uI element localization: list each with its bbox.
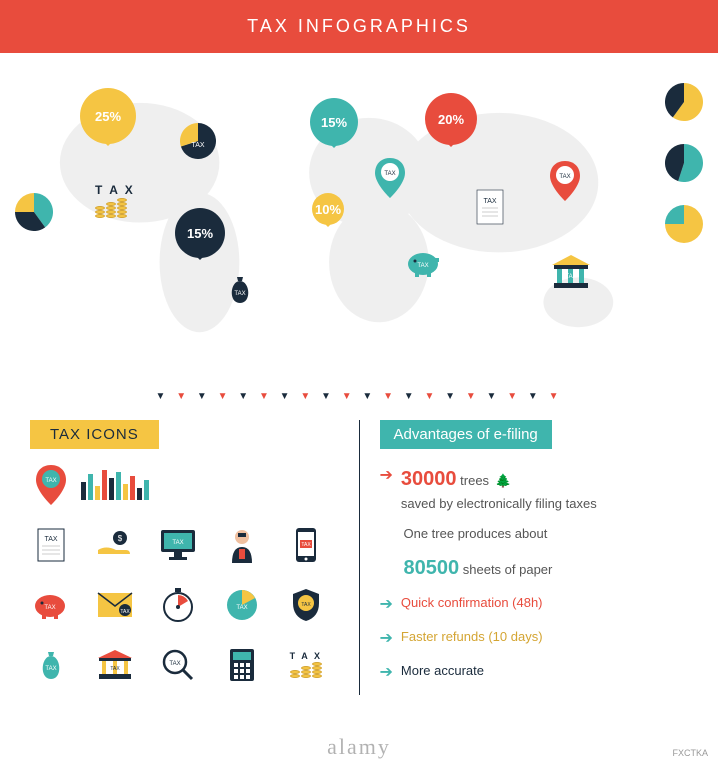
efiling-item: ➔ More accurate [380,661,689,685]
hand-coin-icon: $ [94,524,136,566]
bank-icon: TAX [94,644,136,686]
svg-text:TAX: TAX [236,605,247,611]
percent-pin: 10% [312,193,362,243]
svg-text:TAX: TAX [301,542,311,548]
svg-text:TAX: TAX [44,605,55,611]
percent-pin: 25% [80,88,130,138]
svg-text:TAX: TAX [565,274,576,280]
empty [157,464,199,506]
side-pies-right [665,83,703,248]
stat-number: 80500 [404,557,460,579]
bar-chart-icon [94,464,136,506]
world-map-section: 25% 15% 20% 15% 10% TAX TAX TAX T A X TAX TAX TAX TA… [20,63,698,383]
bag-icon: TAX [30,644,72,686]
envelope-icon: TAX [94,584,136,626]
percent-pin: 15% [310,98,360,148]
efiling-item: ➔ Quick confirmation (48h) [380,593,689,617]
svg-text:TAX: TAX [483,198,496,205]
watermark: alamy [327,734,391,760]
phone-tax-icon: TAX [285,524,327,566]
doc-tax-icon: TAX [30,524,72,566]
pie-badge-icon: TAX [221,584,263,626]
arrow-icon: ➔ [380,661,393,685]
mini-pie-icon [665,205,703,248]
mini-pie-icon [665,144,703,187]
document-icon: TAX [475,188,505,231]
stat-number: 30000 [401,468,457,490]
svg-text:TAX: TAX [170,661,181,667]
percent-pin: 15% [175,208,225,258]
stopwatch-icon [157,584,199,626]
percent-pin: 20% [425,93,475,143]
stat-sub: saved by electronically filing taxes [401,494,597,514]
watermark-code: FXCTKA [672,748,708,758]
money-bag-icon: TAX [225,273,255,312]
efiling-panel: Advantages of e-filing ➔ 30000 trees 🌲 save… [380,420,689,695]
tax-coins-icon: T A X [95,183,135,218]
svg-text:TAX: TAX [417,263,428,269]
svg-text:TAX: TAX [173,540,184,546]
svg-text:TAX: TAX [45,666,56,672]
svg-text:TAX: TAX [234,291,245,297]
empty [285,464,327,506]
pin-red-icon: TAX [30,464,72,506]
piggy-icon: TAX [30,584,72,626]
shield-icon: TAX [285,584,327,626]
tax-icons-panel: TAX ICONS TAXTAX$TAXTAXTAXTAXTAXTAXTAXTA… [30,420,339,695]
arrow-icon: ➔ [380,627,393,651]
stat-unit: sheets of paper [463,562,553,577]
mini-pie-icon [15,193,53,236]
bank-icon: TAX [550,253,592,296]
monitor-icon: TAX [157,524,199,566]
tax-location-pin: TAX [550,161,580,206]
coins-tax-icon: T A X [285,644,327,686]
tax-location-pin: TAX [375,158,405,203]
efiling-item: ➔ Faster refunds (10 days) [380,627,689,651]
advantage-text: Faster refunds (10 days) [401,629,543,644]
tax-icons-title: TAX ICONS [30,420,159,449]
person-icon [221,524,263,566]
efiling-title: Advantages of e-filing [380,420,552,449]
icon-grid: TAX TAX $ TAX TAX TAX TAX TAX TAX TAX TAX TAX T A X [30,464,339,686]
svg-text:TAX: TAX [45,478,56,484]
efiling-item: One tree produces about [380,524,689,544]
arrow-icon: ➔ [380,593,393,617]
vertical-divider [359,420,360,695]
map-pie-icon: TAX [180,123,216,171]
header: TAX INFOGRAPHICS [0,0,718,53]
arrow-icon: ➔ [380,464,393,488]
stat-unit: trees [460,473,489,488]
svg-text:TAX: TAX [110,666,120,672]
svg-text:TAX: TAX [301,602,311,608]
piggy-bank-icon: TAX [405,248,443,283]
svg-text:TAX: TAX [44,536,57,543]
tree-icon: 🌲 [495,473,511,488]
svg-text:TAX: TAX [559,174,570,180]
triangle-divider: ▼ ▼ ▼ ▼ ▼ ▼ ▼ ▼ ▼ ▼ ▼ ▼ ▼ ▼ ▼ ▼ ▼ ▼ ▼ ▼ [0,383,718,410]
svg-text:$: $ [117,534,122,543]
header-title: TAX INFOGRAPHICS [247,16,471,36]
plain-text: One tree produces about [404,526,548,541]
magnify-icon: TAX [157,644,199,686]
advantage-text: Quick confirmation (48h) [401,595,543,610]
advantage-text: More accurate [401,663,484,678]
empty [221,464,263,506]
bottom-section: TAX ICONS TAXTAX$TAXTAXTAXTAXTAXTAXTAXTA… [0,410,718,725]
efiling-item: 80500 sheets of paper [380,553,689,583]
svg-text:TAX: TAX [120,609,130,615]
svg-text:TAX: TAX [384,171,395,177]
mini-pie-icon [665,83,703,126]
side-pies-left [15,193,53,236]
efiling-item: ➔ 30000 trees 🌲 saved by electronically fil… [380,464,689,514]
calculator-icon [221,644,263,686]
